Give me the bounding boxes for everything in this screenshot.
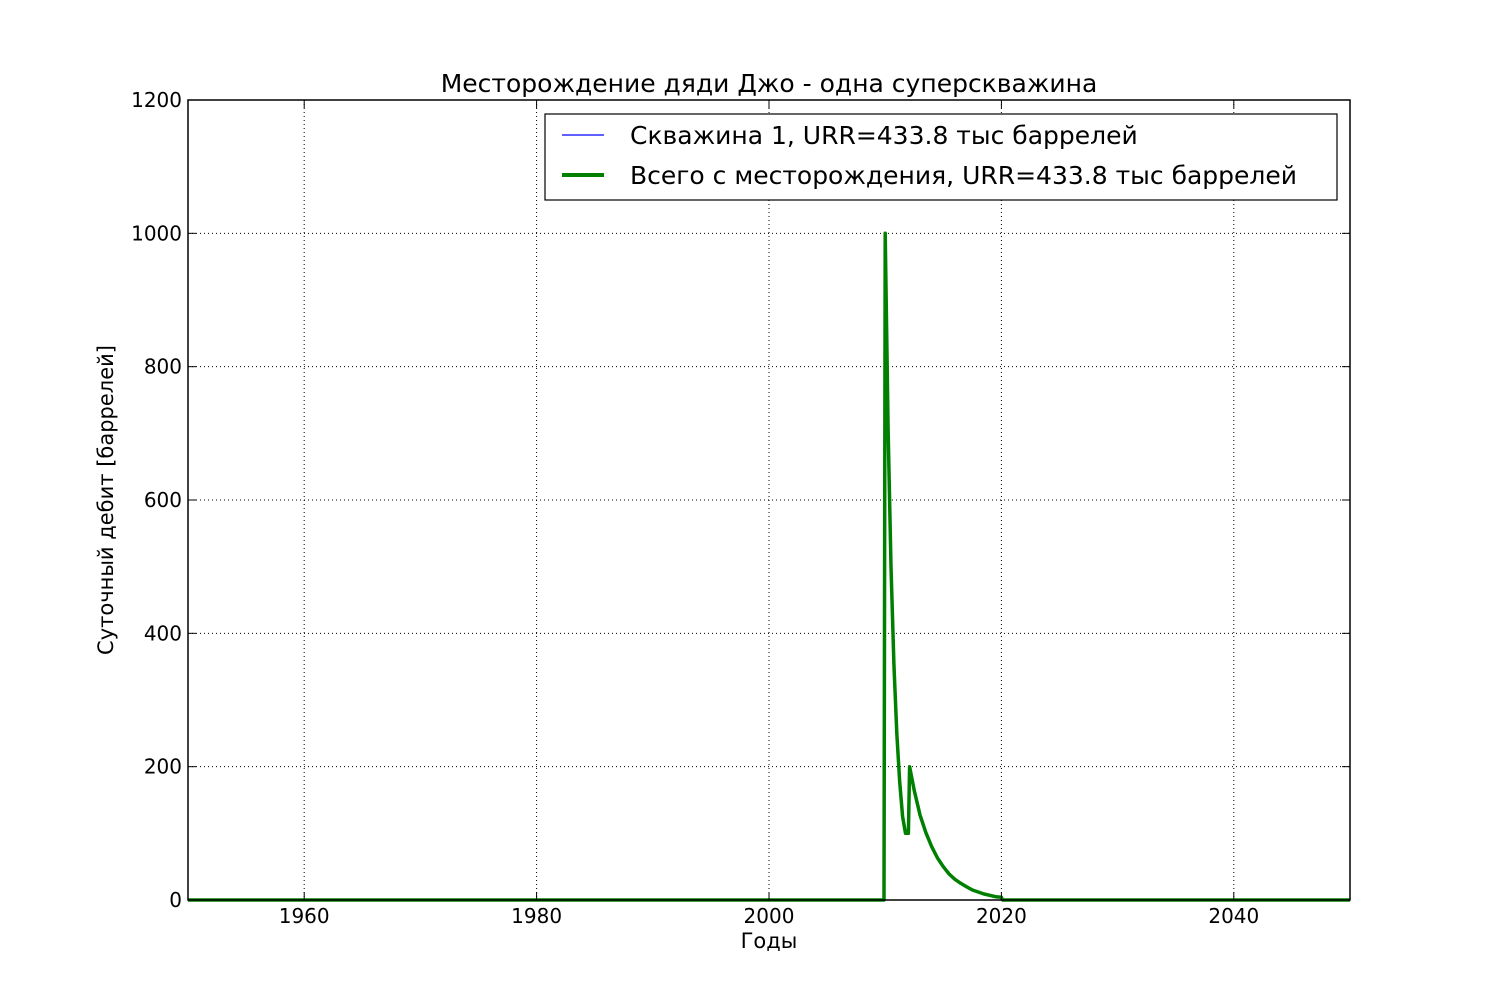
x-tick-label: 2040 — [1208, 904, 1259, 928]
grid — [188, 99, 1350, 901]
legend-label-well-1: Скважина 1, URR=433.8 тыс баррелей — [630, 121, 1138, 150]
plot-lines — [188, 231, 1350, 902]
series-line-field-total — [188, 231, 1350, 902]
y-tick-label: 800 — [144, 355, 182, 379]
legend-box — [544, 113, 1338, 201]
series-line-well-1 — [188, 232, 1350, 901]
y-tick-label: 1200 — [131, 88, 182, 112]
y-tick-label: 200 — [144, 755, 182, 779]
chart-title: Месторождение дяди Джо - одна суперскваж… — [441, 69, 1098, 98]
y-tick-label: 0 — [169, 888, 182, 912]
x-tick-label: 2000 — [744, 904, 795, 928]
x-tick-label: 2020 — [976, 904, 1027, 928]
y-axis-label: Суточный дебит [баррелей] — [94, 345, 118, 655]
x-tick-label: 1980 — [511, 904, 562, 928]
y-tick-label: 400 — [144, 621, 182, 645]
legend: Скважина 1, URR=433.8 тыс баррелей Всего… — [544, 113, 1338, 201]
legend-label-field-total: Всего с месторождения, URR=433.8 тыс бар… — [630, 161, 1297, 190]
x-tick-label: 1960 — [279, 904, 330, 928]
x-axis-label: Годы — [741, 929, 798, 953]
axis-ticks: 1960 1980 2000 2020 2040 0 200 400 600 800 1000 120… — [131, 88, 1350, 928]
y-tick-label: 600 — [144, 488, 182, 512]
y-tick-label: 1000 — [131, 221, 182, 245]
